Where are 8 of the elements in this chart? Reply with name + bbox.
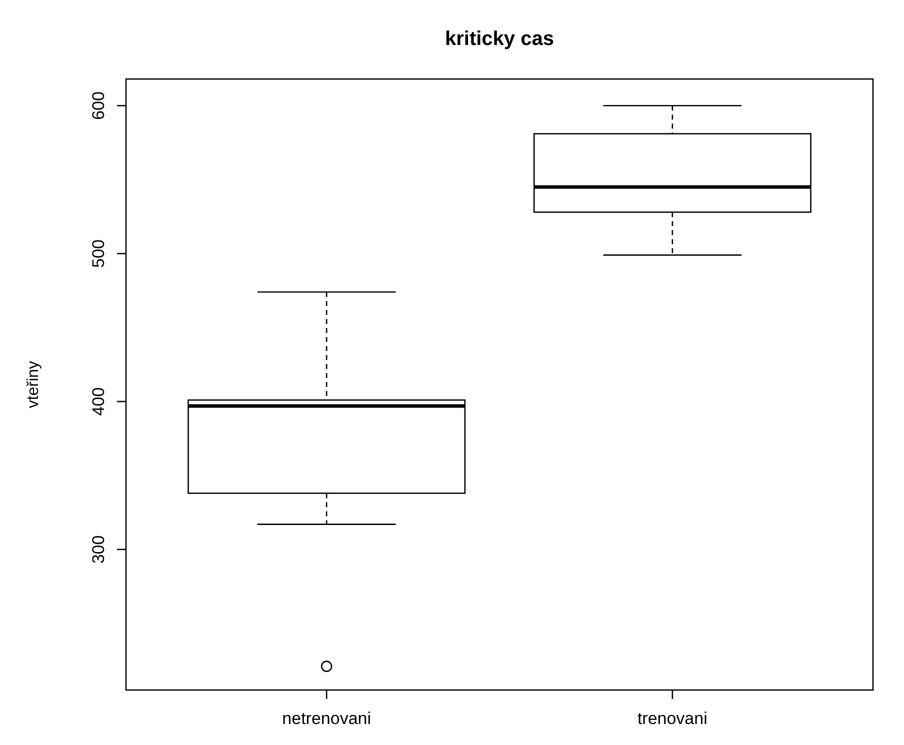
y-tick-label: 500: [89, 239, 108, 268]
y-tick-label: 600: [89, 91, 108, 120]
y-tick-label: 300: [89, 535, 108, 564]
y-tick-label: 400: [89, 387, 108, 416]
chart-title: kriticky cas: [445, 28, 554, 50]
x-tick-label: trenovani: [637, 709, 708, 728]
y-axis-title: vteřiny: [25, 360, 42, 408]
x-tick-label: netrenovani: [282, 709, 372, 728]
